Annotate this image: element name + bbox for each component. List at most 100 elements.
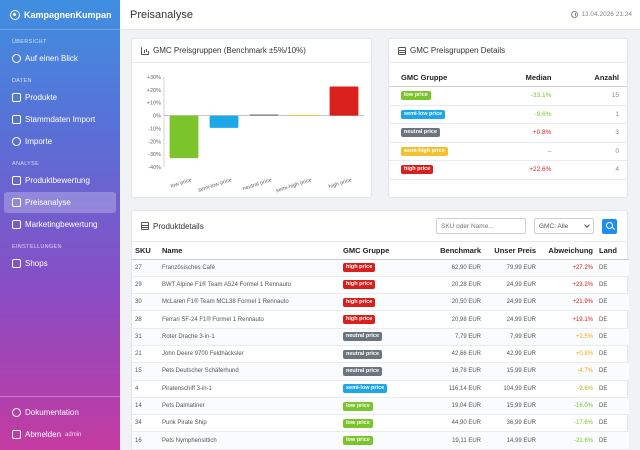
group-cell: low price [340, 397, 422, 416]
sidebar-item-price-analysis[interactable]: Preisanalyse [4, 192, 116, 213]
sidebar-item-shops[interactable]: Shops [4, 253, 116, 274]
deviation-cell: +2.5% [539, 328, 596, 346]
col-header-benchmark[interactable]: Benchmark [422, 242, 484, 260]
table-row[interactable]: 34 Punk Pirate Ship low price 44,90 EUR 36,9… [132, 414, 629, 433]
benchmark-cell: 20,50 EUR [422, 293, 484, 312]
sidebar-item-marketing-rating[interactable]: Marketingbewertung [4, 214, 116, 235]
sidebar-item-product-rating[interactable]: Produktbewertung [4, 170, 116, 191]
brand[interactable]: KampagnenKumpan [0, 0, 120, 30]
country-cell: DE [596, 397, 629, 416]
col-header-country[interactable]: Land [596, 242, 629, 260]
sidebar-item-products[interactable]: Produkte [4, 87, 116, 108]
benchmark-cell: 44,90 EUR [422, 414, 484, 433]
col-header-sku[interactable]: SKU [132, 242, 159, 260]
group-badge: neutral price [343, 349, 383, 359]
deviation-cell: +27.2% [539, 259, 596, 277]
card-title: GMC Preisgruppen (Benchmark ±5%/10%) [153, 46, 306, 55]
bar-neutral-price[interactable] [249, 114, 279, 116]
name-cell: BWT Alpine F1® Team A524 Formel 1 Rennau… [159, 276, 340, 295]
table-row[interactable]: 29 BWT Alpine F1® Team A524 Formel 1 Renn… [132, 276, 629, 295]
bar-high-price[interactable] [329, 86, 359, 116]
table-row[interactable]: 15 Pets Deutscher Schäferhund neutral pric… [132, 362, 629, 381]
sidebar-item-label: Produktbewertung [25, 176, 90, 185]
benchmark-cell: 16,78 EUR [422, 362, 484, 381]
table-row[interactable]: 27 Französisches Café high price 62,90 EUR 7… [132, 259, 629, 277]
table-row[interactable]: 30 McLaren F1® Team MCL38 Formel 1 Rennau… [132, 293, 629, 312]
group-badge: neutral price [401, 128, 441, 138]
sku-cell: 16 [132, 431, 159, 450]
sidebar-item-label: Produkte [25, 93, 58, 102]
y-tick-label: +20% [147, 88, 161, 94]
sku-cell: 31 [132, 328, 159, 346]
benchmark-cell: 62,90 EUR [422, 259, 484, 277]
sidebar-item-master-import[interactable]: Stammdaten Import [4, 109, 116, 130]
name-cell: Pets Dalmatiner [159, 397, 340, 416]
sku-cell: 27 [132, 259, 159, 277]
price-groups-chart: +30% +20% +10% 0% -10% -20% -30% -40% low price s… [147, 75, 364, 194]
product-table: SKU Name GMC Gruppe Benchmark Unser Prei… [132, 242, 629, 450]
clock-icon [571, 11, 579, 18]
sidebar-item-label: Abmelden [25, 430, 62, 439]
details-row: low price -33.1% 15 [389, 86, 627, 106]
sidebar-item-docs[interactable]: Dokumentation [4, 402, 116, 423]
price-groups-details-card: GMC Preisgruppen Details GMC Gruppe Medi… [388, 38, 628, 198]
group-badge: low price [401, 91, 431, 101]
group-cell: neutral price [340, 328, 422, 346]
gmc-filter-value: GMC: Alle [539, 222, 569, 230]
col-header-group: GMC Gruppe [389, 69, 490, 87]
bar-semi-high-price[interactable] [289, 115, 319, 116]
y-tick-label: -20% [148, 139, 161, 145]
col-header-name[interactable]: Name [159, 242, 340, 260]
col-header-price[interactable]: Unser Preis [484, 242, 539, 260]
sidebar-item-imports[interactable]: Importe [4, 131, 116, 152]
table-row[interactable]: 31 Roter Drache 3-in-1 neutral price 7,79 E… [132, 328, 629, 346]
price-cell: 24,99 EUR [484, 310, 539, 329]
benchmark-cell: 20,98 EUR [422, 310, 484, 329]
benchmark-cell: 7,79 EUR [422, 328, 484, 346]
details-group-cell: low price [389, 86, 490, 106]
search-input[interactable] [436, 218, 526, 234]
group-badge: high price [343, 280, 376, 290]
timestamp: 13.04.2026 21:24 [571, 11, 632, 18]
col-header-count: Anzahl [559, 69, 627, 87]
group-cell: high price [340, 276, 422, 295]
group-badge: high price [401, 165, 434, 175]
file-icon [12, 115, 21, 124]
name-cell: John Deere 9700 Feldhäcksler [159, 345, 340, 364]
name-cell: Ferrari SF-24 F1® Formel 1 Rennauto [159, 310, 340, 329]
details-median-cell: – [489, 142, 560, 161]
details-row: neutral price +0.8% 3 [389, 123, 627, 143]
bar-semi-low-price[interactable] [209, 115, 239, 128]
table-row[interactable]: 14 Pets Dalmatiner low price 19,04 EUR 15,99… [132, 397, 629, 416]
country-cell: DE [596, 310, 629, 329]
group-badge: low price [343, 418, 373, 428]
sidebar-item-overview[interactable]: Auf einen Blick [4, 48, 116, 69]
details-median-cell: -33.1% [489, 86, 560, 106]
name-cell: Roter Drache 3-in-1 [159, 328, 340, 346]
name-cell: Pets Nymphensittich [159, 431, 340, 450]
gmc-filter-select[interactable]: GMC: Alle [534, 218, 594, 234]
product-details-card: Produktdetails GMC: Alle SKU Name GMC Gr… [131, 210, 629, 450]
col-header-deviation[interactable]: Abweichung [539, 242, 596, 260]
price-cell: 15,99 EUR [484, 362, 539, 381]
price-cell: 7,99 EUR [484, 328, 539, 346]
details-row: semi-low price -9.6% 1 [389, 105, 627, 124]
table-row[interactable]: 16 Pets Nymphensittich low price 19,11 EUR 1… [132, 431, 629, 450]
y-tick-label: +30% [147, 75, 161, 81]
table-row[interactable]: 28 Ferrari SF-24 F1® Formel 1 Rennauto hig… [132, 310, 629, 329]
section-title-overview: ÜBERSICHT [12, 39, 47, 45]
country-cell: DE [596, 380, 629, 398]
table-row[interactable]: 4 Piratenschiff 3-in-1 semi-low price 116,1… [132, 380, 629, 398]
timestamp-text: 13.04.2026 21:24 [581, 11, 632, 18]
bullhorn-icon [12, 220, 21, 229]
bar-low-price[interactable] [169, 115, 199, 159]
search-button[interactable] [602, 218, 617, 234]
table-row[interactable]: 21 John Deere 9700 Feldhäcksler neutral pr… [132, 345, 629, 364]
logout-button[interactable]: Abmelden admin [4, 424, 116, 445]
col-header-group[interactable]: GMC Gruppe [340, 242, 422, 260]
x-tick-label: neutral price [242, 177, 273, 192]
group-cell: neutral price [340, 362, 422, 381]
sku-cell: 29 [132, 276, 159, 295]
chart-icon [12, 176, 21, 185]
group-cell: high price [340, 293, 422, 312]
